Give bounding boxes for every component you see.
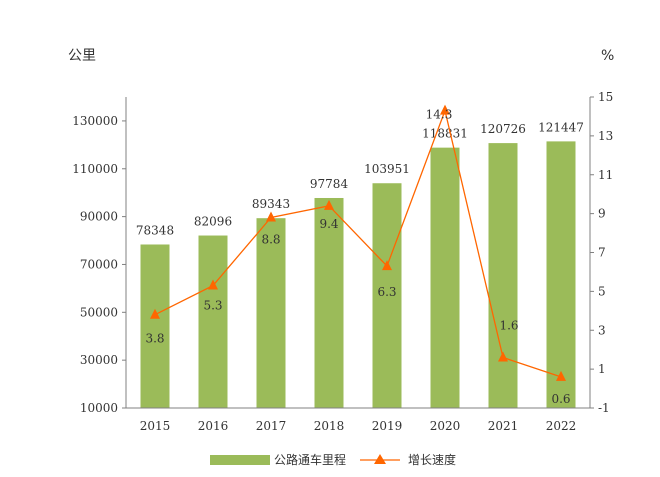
- bar-value-label: 103951: [364, 162, 410, 176]
- x-tick-label: 2020: [430, 419, 461, 433]
- bar-value-label: 120726: [480, 122, 526, 136]
- bar-value-label: 97784: [310, 177, 349, 191]
- growth-value-label: 14.3: [426, 108, 453, 122]
- growth-marker: [440, 104, 450, 115]
- bar: [198, 235, 228, 408]
- bar-value-label: 118831: [422, 127, 468, 141]
- legend: 公路通车里程 增长速度: [210, 452, 456, 467]
- right-tick-label: 1: [598, 362, 606, 376]
- growth-marker: [150, 308, 160, 319]
- bar-value-label: 121447: [538, 120, 584, 134]
- right-axis-unit: %: [601, 48, 614, 64]
- legend-triangle-marker: [374, 454, 386, 464]
- bar-value-label: 82096: [194, 215, 232, 229]
- bar: [140, 244, 170, 408]
- growth-value-label: 9.4: [319, 217, 338, 231]
- right-tick-label: 5: [598, 284, 606, 298]
- growth-marker: [382, 260, 392, 271]
- left-tick-label: 90000: [80, 210, 118, 224]
- legend-bar-label: 公路通车里程: [274, 452, 346, 467]
- bar: [314, 197, 344, 408]
- left-tick-label: 50000: [80, 305, 118, 319]
- x-tick-label: 2016: [198, 419, 229, 433]
- growth-value-label: 5.3: [203, 299, 222, 313]
- x-tick-label: 2018: [314, 419, 345, 433]
- left-tick-label: 130000: [72, 114, 118, 128]
- left-tick-label: 10000: [80, 401, 118, 415]
- x-tick-label: 2021: [488, 419, 519, 433]
- right-tick-label: 15: [598, 90, 613, 104]
- right-tick-label: 9: [598, 207, 606, 221]
- bar: [546, 141, 576, 408]
- growth-marker: [324, 199, 334, 210]
- growth-value-label: 6.3: [377, 285, 396, 299]
- legend-line-label: 增长速度: [408, 452, 456, 467]
- x-tick-label: 2017: [256, 419, 287, 433]
- bar-value-label: 78348: [136, 223, 174, 237]
- bar: [256, 218, 286, 408]
- left-axis-ticks: 130000 110000 90000 70000 50000 30000 10000: [72, 114, 126, 415]
- x-tick-label: 2015: [140, 419, 171, 433]
- bar: [430, 147, 460, 408]
- bar-series: [140, 141, 576, 408]
- bar-labels: 78348 82096 89343 97784 103951 118831 120726 12…: [136, 120, 584, 237]
- right-tick-label: 3: [598, 323, 606, 337]
- growth-value-label: 3.8: [145, 332, 164, 346]
- growth-markers: [150, 104, 566, 381]
- growth-value-label: 1.6: [499, 318, 518, 332]
- growth-marker: [498, 351, 508, 362]
- left-axis-unit: 公里: [68, 48, 96, 64]
- bar: [372, 183, 402, 408]
- right-tick-label: -1: [598, 401, 610, 415]
- left-tick-label: 30000: [80, 353, 118, 367]
- right-axis-ticks: 15 13 11 9 7 5 3 1 -1: [590, 90, 613, 415]
- bar-value-label: 89343: [252, 197, 290, 211]
- growth-marker: [556, 370, 566, 381]
- right-tick-label: 7: [598, 246, 606, 260]
- growth-line: [154, 108, 562, 378]
- left-tick-label: 110000: [72, 162, 118, 176]
- growth-marker: [208, 279, 218, 290]
- x-tick-label: 2019: [372, 419, 403, 433]
- growth-value-label: 0.6: [551, 392, 570, 406]
- legend-bar-swatch: [210, 455, 270, 465]
- right-tick-label: 13: [598, 129, 613, 143]
- bar: [488, 143, 518, 408]
- growth-labels: 3.8 5.3 8.8 9.4 6.3 14.3 1.6 0.6: [145, 108, 570, 406]
- left-tick-label: 70000: [80, 257, 118, 271]
- growth-marker: [266, 211, 276, 222]
- x-tick-label: 2022: [546, 419, 577, 433]
- growth-value-label: 8.8: [261, 233, 280, 247]
- x-axis-ticks: 2015 2016 2017 2018 2019 2020 2021 2022: [140, 419, 577, 433]
- right-tick-label: 11: [598, 168, 613, 182]
